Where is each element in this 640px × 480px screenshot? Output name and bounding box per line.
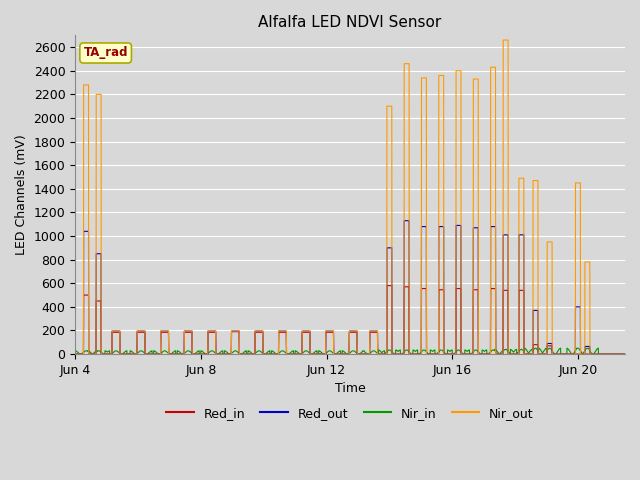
Red_in [270,351,278,357]
Red_in [621,351,629,357]
Red_in [579,351,586,357]
Nir_in [621,351,629,357]
Nir_in [397,351,405,357]
Nir_in [595,345,602,351]
Nir_in [579,351,586,357]
Red_in [383,283,391,288]
Red_out [397,351,405,357]
Nir_out [71,351,79,357]
Red_out [186,328,194,334]
Red_in [421,286,429,291]
Red_in [331,351,339,357]
Red_in [397,351,405,357]
Nir_out [186,328,194,334]
Nir_out [270,351,278,357]
Title: Alfalfa LED NDVI Sensor: Alfalfa LED NDVI Sensor [259,15,442,30]
Text: TA_rad: TA_rad [83,47,128,60]
Red_out [331,351,339,357]
Nir_out [331,351,339,357]
Legend: Red_in, Red_out, Nir_in, Nir_out: Red_in, Red_out, Nir_in, Nir_out [161,402,539,425]
Red_out [579,351,586,357]
Red_out [401,218,408,224]
Nir_in [186,348,194,354]
Nir_out [420,75,428,81]
Nir_in [421,347,429,353]
Y-axis label: LED Channels (mV): LED Channels (mV) [15,134,28,255]
Line: Red_in: Red_in [75,286,625,354]
Line: Nir_out: Nir_out [75,40,625,354]
X-axis label: Time: Time [335,383,365,396]
Red_out [421,224,429,229]
Nir_in [270,349,278,355]
Red_in [186,329,194,335]
Nir_in [71,348,79,354]
Nir_out [499,37,507,43]
Nir_out [621,351,629,357]
Nir_in [331,351,339,357]
Nir_in [123,351,131,357]
Nir_out [397,351,405,357]
Red_out [621,351,629,357]
Red_out [270,351,278,357]
Line: Nir_in: Nir_in [75,348,625,354]
Line: Red_out: Red_out [75,221,625,354]
Red_in [71,351,79,357]
Nir_out [579,351,586,357]
Red_out [71,351,79,357]
